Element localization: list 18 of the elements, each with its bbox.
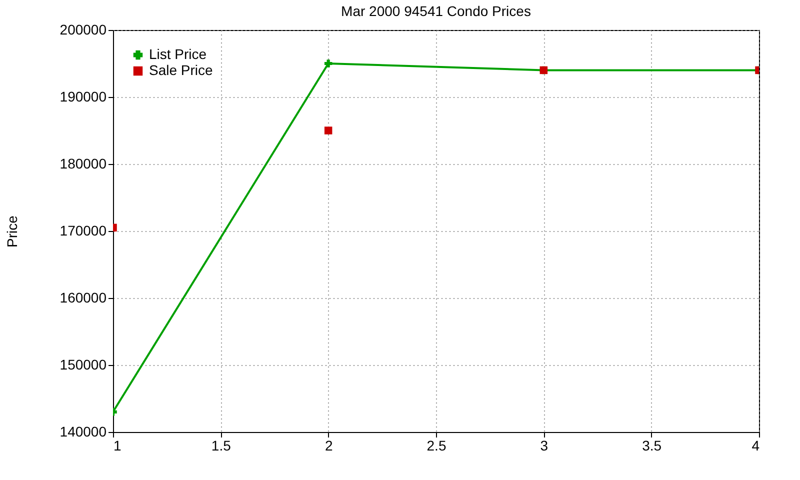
legend-label: List Price [149, 46, 207, 62]
chart-title: Mar 2000 94541 Condo Prices [341, 3, 531, 19]
y-tick-label: 170000 [60, 222, 107, 238]
x-tick-label: 2.5 [426, 438, 446, 454]
legend-label: Sale Price [149, 62, 214, 78]
y-tick-label: 160000 [60, 290, 107, 306]
x-tick-label: 4 [752, 438, 760, 454]
y-tick-label: 140000 [60, 424, 107, 440]
x-tick-label: 1 [114, 438, 122, 454]
x-tick-label: 3 [540, 438, 548, 454]
y-tick-label: 190000 [60, 88, 107, 104]
y-tick-label: 150000 [60, 356, 107, 372]
y-tick-label: 200000 [60, 22, 107, 38]
x-tick-label: 2 [324, 438, 333, 454]
x-tick-label: 1.5 [211, 438, 232, 454]
y-axis-title: Price [4, 215, 20, 248]
y-tick-label: 180000 [60, 156, 107, 172]
x-tick-label: 3.5 [642, 438, 662, 454]
